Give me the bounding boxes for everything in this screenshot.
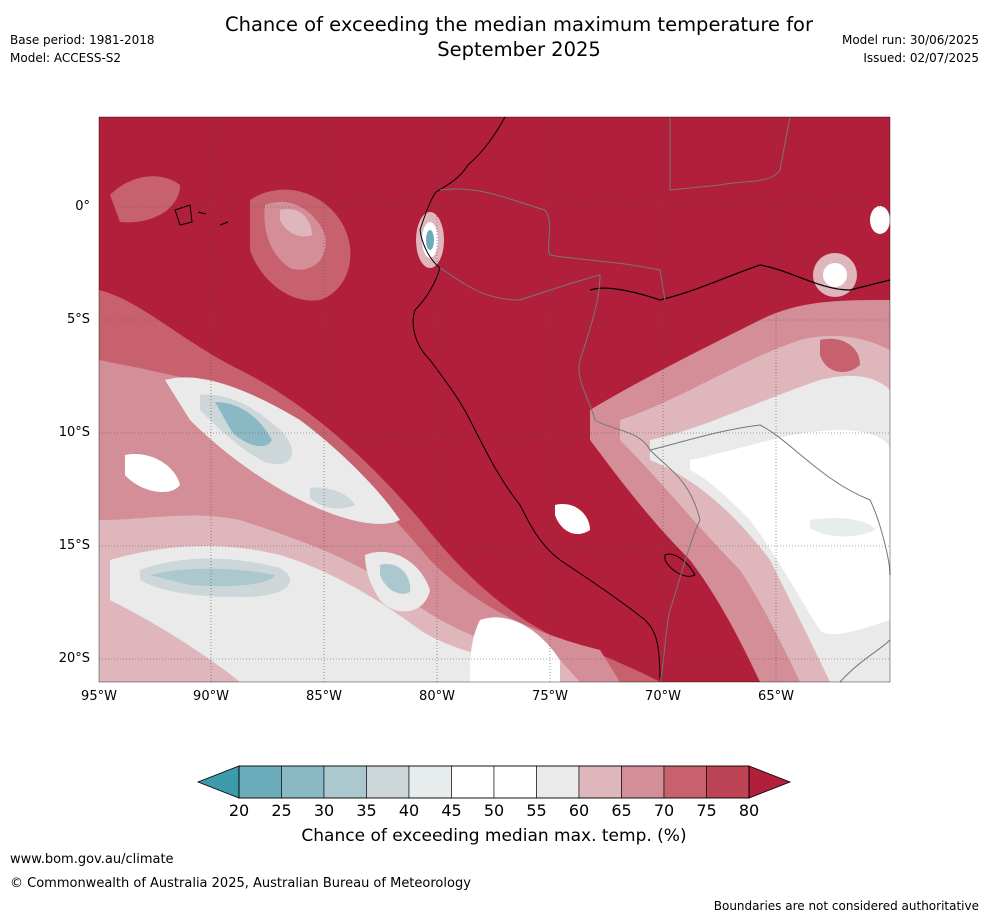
model-name: Model: ACCESS-S2 bbox=[10, 51, 122, 65]
colorbar-cell-70-75 bbox=[663, 765, 707, 799]
model-run: Model run: 30/06/2025 bbox=[841, 33, 979, 47]
lon-label-65w: 65°W bbox=[758, 689, 794, 704]
lon-label-70w: 70°W bbox=[645, 689, 681, 704]
colorbar-label-35: 35 bbox=[356, 801, 377, 820]
colorbar-cell-40-45 bbox=[408, 765, 452, 799]
colorbar-label-30: 30 bbox=[313, 801, 335, 820]
probability-field bbox=[99, 117, 890, 682]
colorbar-label-20: 20 bbox=[228, 801, 250, 820]
footer-disclaimer: Boundaries are not considered authoritat… bbox=[713, 899, 979, 913]
colorbar-cell-30-35 bbox=[323, 765, 367, 799]
colorbar-label-40: 40 bbox=[398, 801, 420, 820]
colorbar-title: Chance of exceeding median max. temp. (%… bbox=[301, 826, 687, 846]
colorbar-label-65: 65 bbox=[611, 801, 632, 820]
issued-date: Issued: 02/07/2025 bbox=[863, 51, 979, 65]
colorbar bbox=[196, 765, 792, 799]
colorbar-label-25: 25 bbox=[271, 801, 292, 820]
lat-label-10s: 10°S bbox=[58, 425, 90, 440]
lon-label-75w: 75°W bbox=[532, 689, 568, 704]
lon-label-85w: 85°W bbox=[306, 689, 342, 704]
lon-label-95w: 95°W bbox=[81, 689, 117, 704]
colorbar-cell-75-80 bbox=[706, 765, 750, 799]
lat-label-5s: 5°S bbox=[66, 312, 90, 327]
title-line-2: September 2025 bbox=[437, 38, 601, 61]
footer-url[interactable]: www.bom.gov.au/climate bbox=[10, 852, 174, 867]
country-borders bbox=[439, 116, 891, 683]
meta-left: Base period: 1981-2018 Model: ACCESS-S2 bbox=[10, 31, 155, 67]
colorbar-cell-25-30 bbox=[281, 765, 325, 799]
colorbar-label-60: 60 bbox=[568, 801, 590, 820]
lon-label-90w: 90°W bbox=[193, 689, 229, 704]
map-frame bbox=[98, 116, 891, 683]
colorbar-label-50: 50 bbox=[483, 801, 505, 820]
colorbar-cell-35-40 bbox=[366, 765, 410, 799]
colorbar-cell-45-50 bbox=[451, 765, 495, 799]
colorbar-cell-20-25 bbox=[238, 765, 282, 799]
colorbar-label-45: 45 bbox=[441, 801, 462, 820]
colorbar-label-70: 70 bbox=[653, 801, 675, 820]
graticule bbox=[99, 117, 890, 682]
meta-right: Model run: 30/06/2025 Issued: 02/07/2025 bbox=[842, 31, 979, 67]
colorbar-low-arrow bbox=[196, 765, 240, 799]
colorbar-frame bbox=[238, 765, 750, 799]
colorbar-high-arrow bbox=[748, 765, 792, 799]
base-period: Base period: 1981-2018 bbox=[10, 33, 155, 47]
page-title: Chance of exceeding the median maximum t… bbox=[194, 12, 844, 62]
colorbar-label-80: 80 bbox=[738, 801, 760, 820]
title-line-1: Chance of exceeding the median maximum t… bbox=[224, 13, 814, 36]
footer-copyright: © Commonwealth of Australia 2025, Austra… bbox=[10, 876, 471, 891]
colorbar-cell-60-65 bbox=[578, 765, 622, 799]
lat-label-20s: 20°S bbox=[58, 651, 90, 666]
colorbar-label-75: 75 bbox=[696, 801, 717, 820]
colorbar-cell-65-70 bbox=[621, 765, 665, 799]
colorbar-cell-50-55 bbox=[493, 765, 537, 799]
colorbar-label-55: 55 bbox=[526, 801, 547, 820]
lat-label-15s: 15°S bbox=[58, 538, 90, 553]
coastline bbox=[174, 116, 891, 683]
lat-label-0: 0° bbox=[75, 199, 90, 214]
colorbar-cell-55-60 bbox=[536, 765, 580, 799]
lon-label-80w: 80°W bbox=[419, 689, 455, 704]
